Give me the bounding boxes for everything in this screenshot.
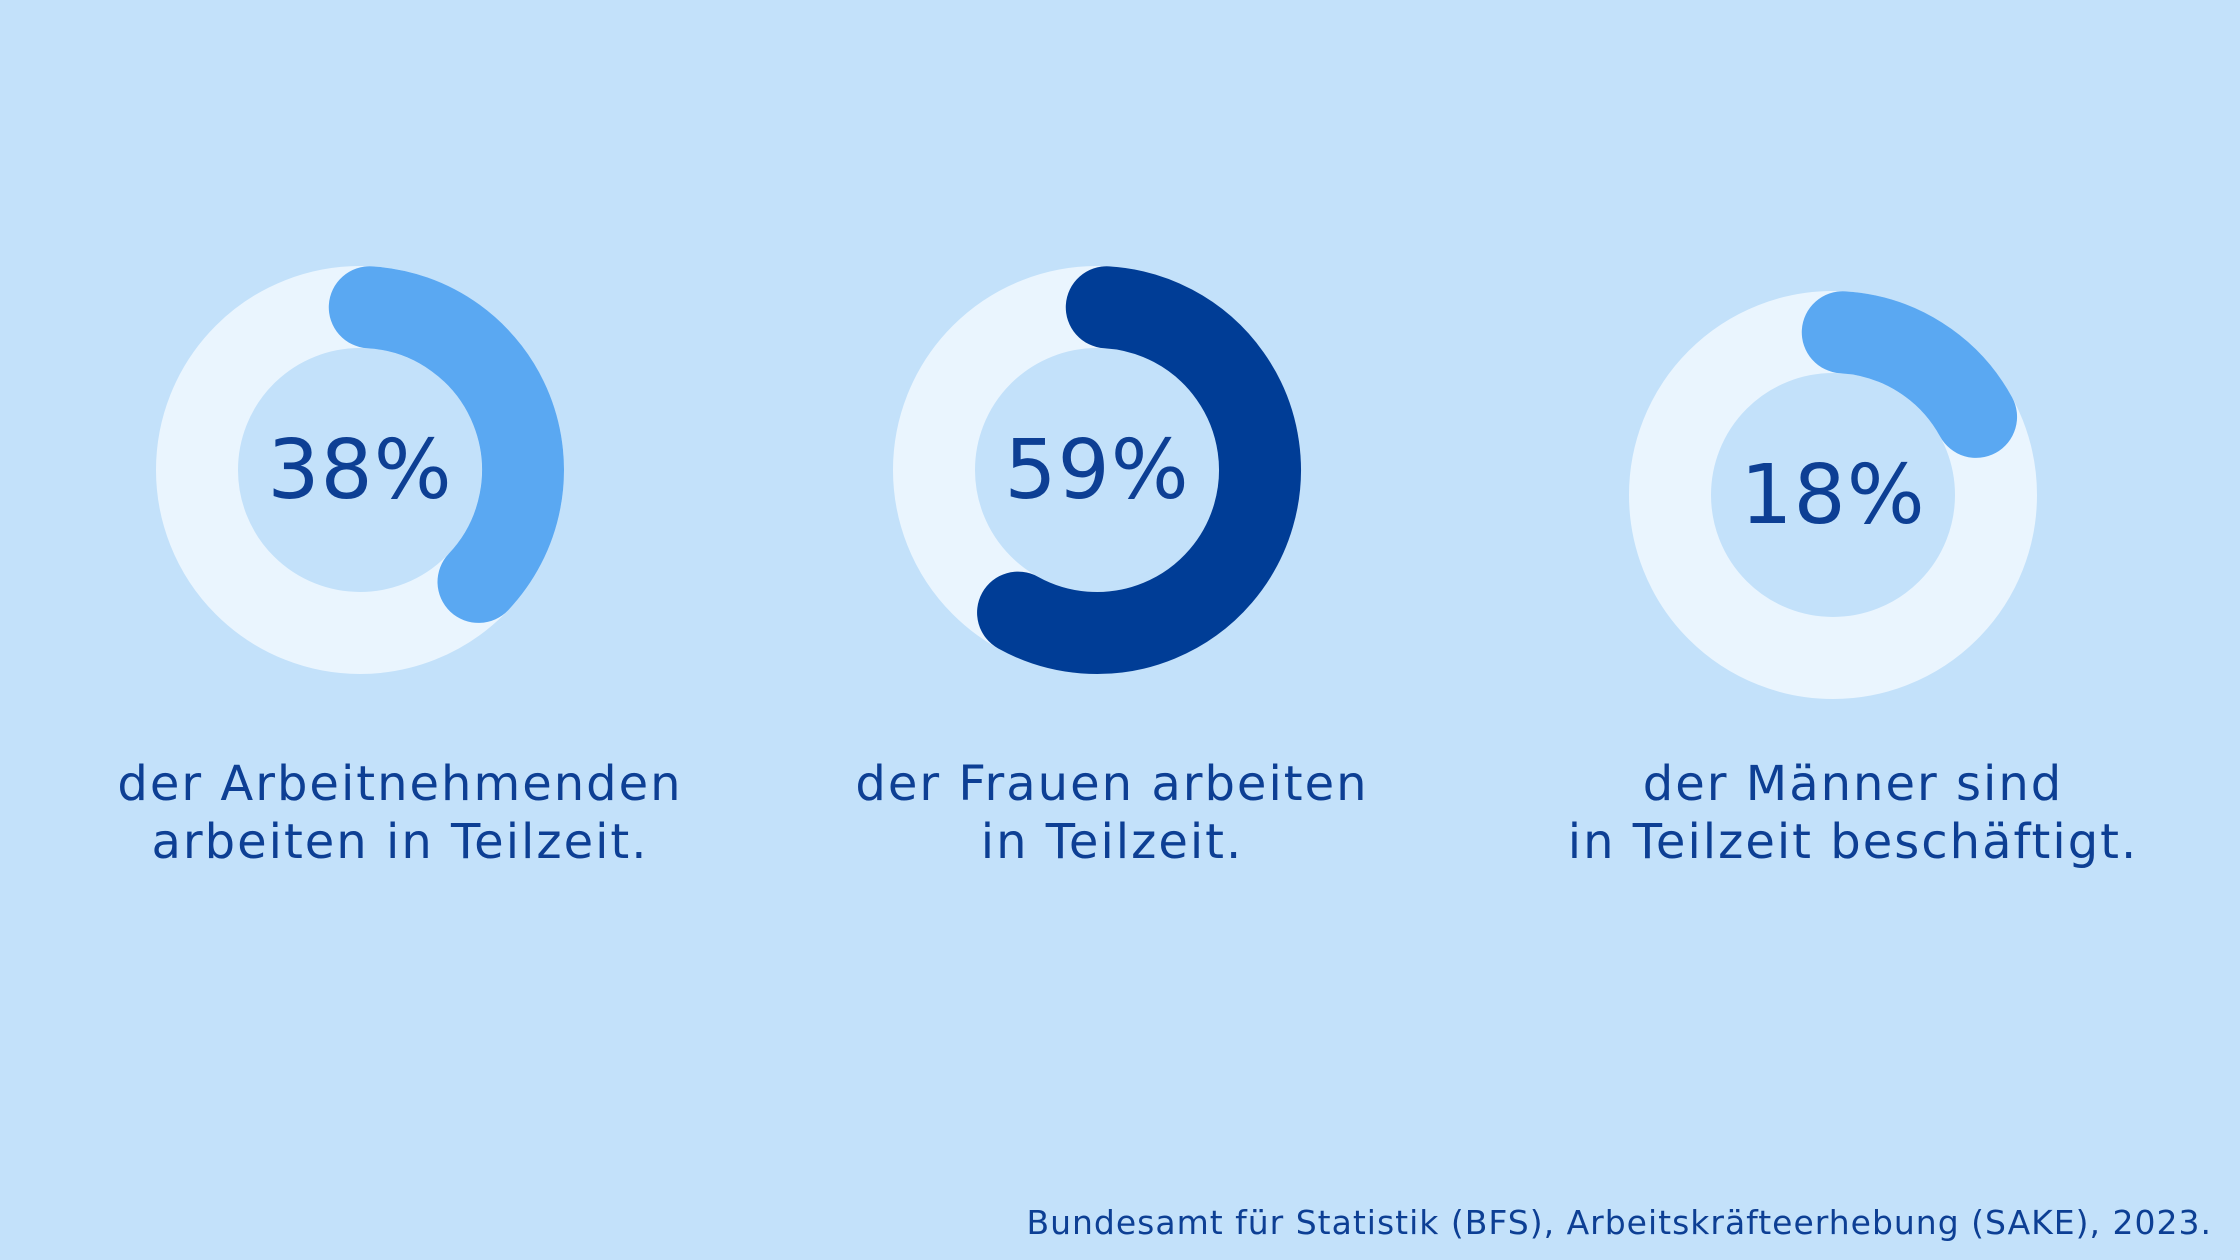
donut-chart-women: 59% [887,260,1307,680]
donut-arc-men [1801,291,2018,458]
donut-chart-men: 18% [1623,285,2043,705]
caption-line-2: in Teilzeit. [980,814,1244,870]
source-note: Bundesamt für Statistik (BFS), Arbeitskr… [1026,1203,2212,1242]
donut-svg-women [893,266,1301,674]
donut-svg-men [1629,291,2037,699]
caption-line-1: der Arbeitnehmenden [117,756,683,812]
percent-label-men: 18% [1740,447,1926,543]
percent-label-women: 59% [1004,422,1190,518]
donut-svg-employees [156,266,564,674]
caption-line-2: arbeiten in Teilzeit. [151,814,649,870]
donut-arc-employees [328,266,564,623]
donut-arc-women [977,266,1301,674]
caption-line-1: der Männer sind [1642,756,2064,812]
caption-employees: der Arbeitnehmenden arbeiten in Teilzeit… [40,755,760,871]
caption-women: der Frauen arbeiten in Teilzeit. [752,755,1472,871]
caption-line-2: in Teilzeit beschäftigt. [1567,814,2139,870]
donut-chart-employees: 38% [150,260,570,680]
caption-line-1: der Frauen arbeiten [855,756,1369,812]
percent-label-employees: 38% [267,422,453,518]
caption-men: der Männer sind in Teilzeit beschäftigt. [1493,755,2213,871]
